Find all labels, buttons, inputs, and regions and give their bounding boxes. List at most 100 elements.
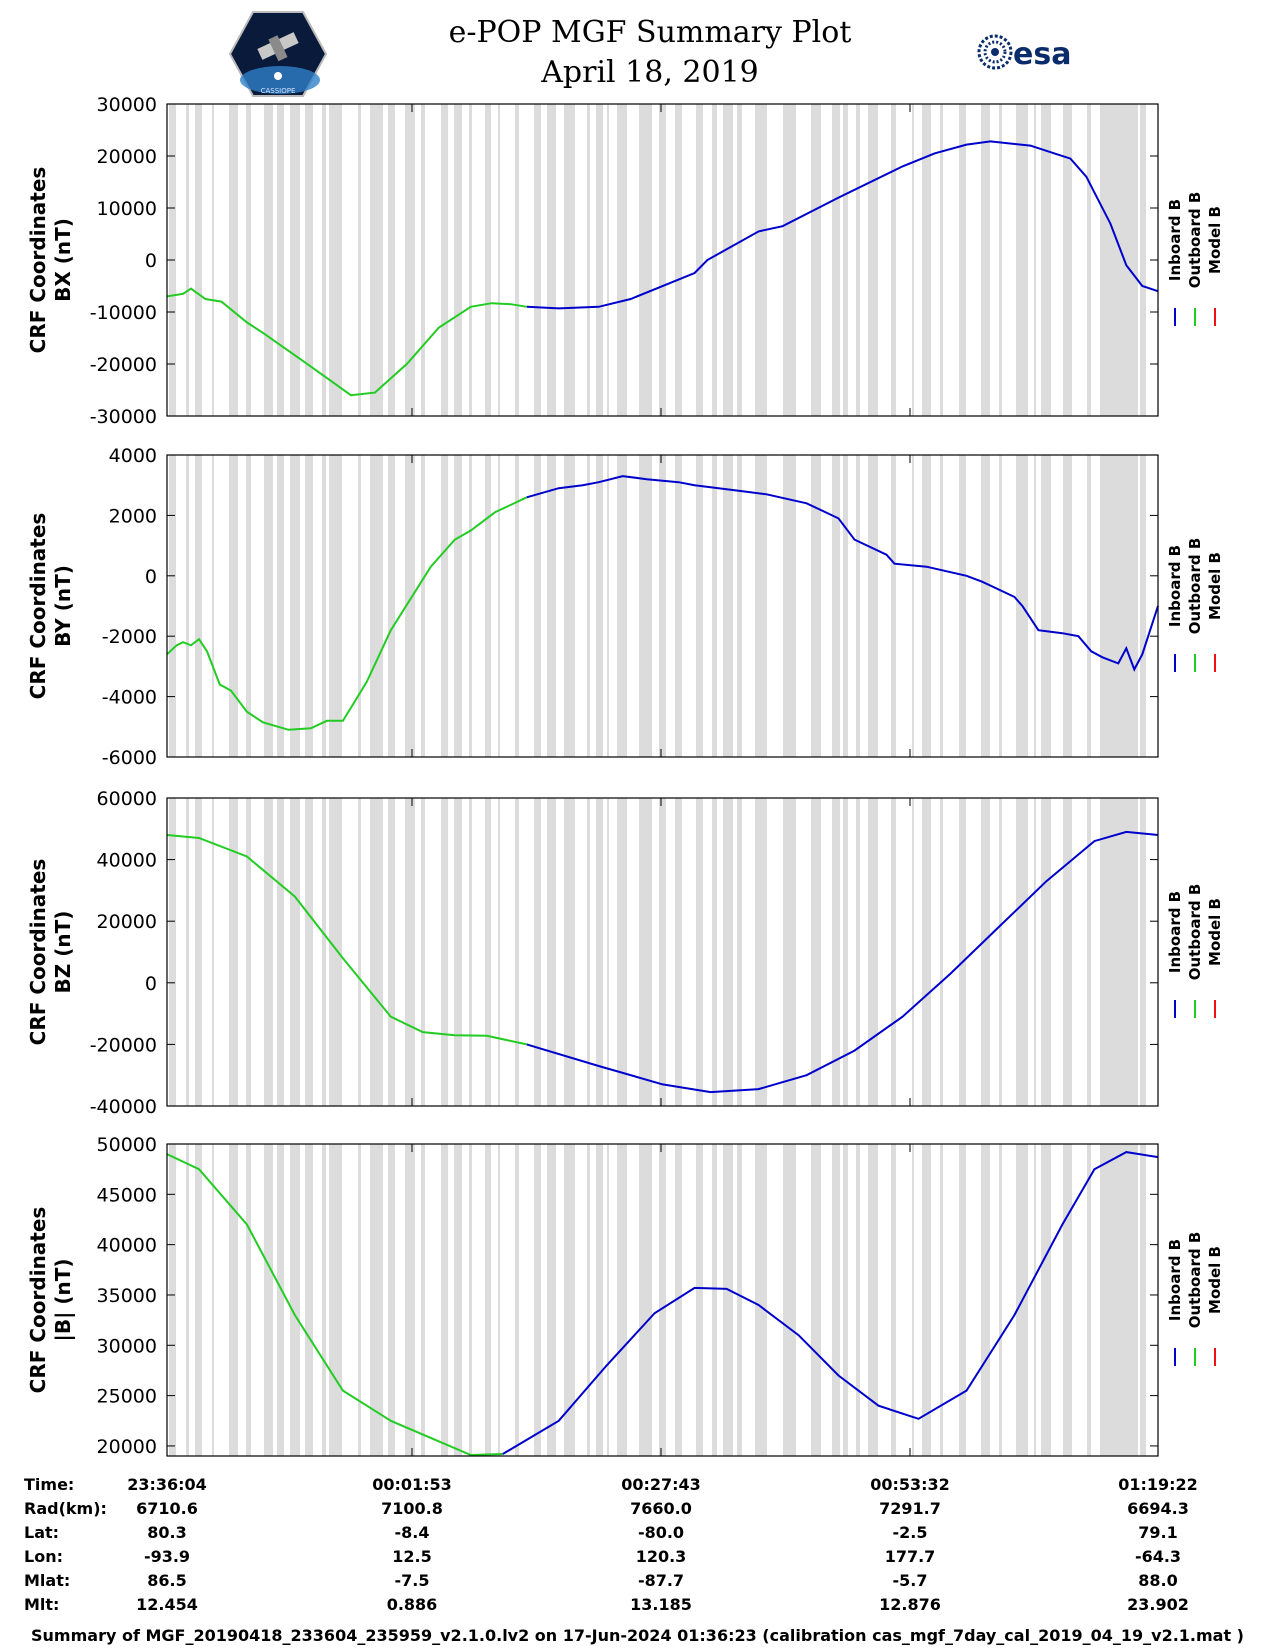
panel-4: 50000 45000 40000 35000 30000 25000 20000 CRF C… — [26, 1134, 1224, 1458]
data-gap-stripe — [246, 104, 251, 416]
data-gap-stripe — [322, 455, 326, 757]
y-tick-label: 40000 — [97, 850, 157, 872]
data-gap-stripe — [1016, 798, 1028, 1106]
data-gap-stripe — [587, 1144, 590, 1456]
legend-label: Outboard B — [1186, 884, 1204, 981]
data-gap-stripe — [305, 104, 313, 416]
data-gap-stripe — [485, 104, 491, 416]
data-gap-stripe — [811, 455, 821, 757]
legend-label: Outboard B — [1186, 1232, 1204, 1329]
data-gap-stripe — [868, 104, 878, 416]
data-gap-stripe — [959, 1144, 966, 1456]
data-gap-stripe — [564, 1144, 575, 1456]
data-gap-stripe — [498, 1144, 500, 1456]
data-gap-stripe — [195, 104, 202, 416]
data-gap-stripe — [547, 455, 556, 757]
y-axis-unit-label: BZ (nT) — [51, 911, 75, 994]
data-gap-stripe — [421, 104, 425, 416]
info-value: 6710.6 — [136, 1499, 198, 1518]
info-value: -2.5 — [893, 1523, 928, 1542]
panel-2: 4000 2000 0 -2000 -4000 -6000 CRF Coordinates B… — [26, 445, 1224, 769]
data-gap-stripe — [405, 455, 415, 757]
data-gap-stripe — [469, 104, 472, 416]
data-gap-stripe — [564, 104, 575, 416]
data-gap-stripe — [454, 1144, 462, 1456]
data-gap-stripe — [999, 798, 1002, 1106]
info-value: 7291.7 — [879, 1499, 941, 1518]
data-gap-stripe — [547, 104, 556, 416]
data-gap-stripe — [981, 104, 990, 416]
info-row-label: Lon: — [24, 1547, 63, 1566]
y-tick-label: 10000 — [97, 198, 157, 220]
y-tick-label: 45000 — [97, 1184, 157, 1206]
data-gap-stripe — [891, 798, 896, 1106]
info-row-label: Mlt: — [24, 1595, 59, 1614]
data-gap-stripe — [959, 104, 966, 416]
data-gap-stripe — [912, 798, 914, 1106]
data-gap-stripe — [832, 104, 840, 416]
data-gap-stripe — [264, 455, 273, 757]
data-gap-stripe — [607, 798, 609, 1106]
data-gap-stripe — [891, 1144, 896, 1456]
data-gap-stripe — [712, 104, 717, 416]
data-gap-stripe — [587, 455, 590, 757]
data-gap-stripe — [186, 1144, 189, 1456]
info-value: 88.0 — [1138, 1571, 1177, 1590]
y-axis-unit-label: BY (nT) — [51, 565, 75, 647]
data-gap-stripe — [454, 798, 462, 1106]
plot-frame — [166, 1143, 1159, 1457]
series-inboard-b — [502, 1151, 1159, 1455]
data-gap-stripe — [659, 455, 666, 757]
info-value: 01:19:22 — [1118, 1475, 1198, 1494]
data-gap-stripe — [981, 455, 990, 757]
data-gap-stripe — [405, 104, 415, 416]
data-gap-stripe — [783, 798, 796, 1106]
data-gap-stripe — [755, 455, 767, 757]
series-inboard-b — [526, 830, 1159, 1094]
data-gap-stripe — [912, 455, 914, 757]
plot-frame — [166, 103, 1159, 417]
y-tick-label: 20000 — [97, 1436, 157, 1458]
info-row-label: Time: — [24, 1475, 74, 1494]
data-gap-stripe — [305, 798, 313, 1106]
info-value: 120.3 — [636, 1547, 687, 1566]
data-gap-stripe — [322, 104, 326, 416]
data-gap-stripe — [723, 798, 733, 1106]
y-tick-label: -6000 — [102, 747, 157, 769]
series-outboard-b — [166, 834, 528, 1046]
data-gap-stripe — [737, 104, 742, 416]
legend-label: Model B — [1206, 552, 1224, 620]
data-gap-stripe — [405, 1144, 415, 1456]
data-gap-stripe — [723, 1144, 733, 1456]
y-tick-label: -30000 — [90, 406, 157, 428]
data-gap-stripe — [498, 104, 500, 416]
y-axis-unit-label: BX (nT) — [51, 218, 75, 302]
info-value: 79.1 — [1138, 1523, 1177, 1542]
data-gap-stripe — [322, 798, 326, 1106]
data-gap-stripe — [607, 455, 609, 757]
data-gap-stripe — [999, 455, 1002, 757]
data-gap-stripe — [1140, 104, 1146, 416]
legend-label: Inboard B — [1166, 199, 1184, 281]
info-value: 00:27:43 — [621, 1475, 701, 1494]
data-gap-stripe — [755, 1144, 767, 1456]
y-tick-label: 50000 — [97, 1134, 157, 1156]
data-gap-stripe — [843, 798, 848, 1106]
data-gap-stripe — [264, 798, 273, 1106]
data-gap-stripe — [246, 798, 251, 1106]
series-inboard-b — [526, 475, 1159, 672]
data-gap-stripe — [515, 1144, 519, 1456]
info-value: 00:01:53 — [372, 1475, 452, 1494]
data-gap-stripe — [1034, 798, 1036, 1106]
cassiope-logo: CASSIOPE — [228, 11, 328, 97]
data-gap-stripe — [246, 1144, 251, 1456]
data-gap-stripe — [891, 104, 896, 416]
y-tick-label: -10000 — [90, 302, 157, 324]
data-gap-stripe — [264, 104, 273, 416]
y-tick-label: 20000 — [97, 146, 157, 168]
y-tick-label: 60000 — [97, 788, 157, 810]
data-gap-stripe — [617, 798, 627, 1106]
cassiope-logo-text: CASSIOPE — [261, 87, 296, 95]
esa-logo-text: esa — [1013, 37, 1071, 72]
info-row-label: Lat: — [24, 1523, 59, 1542]
